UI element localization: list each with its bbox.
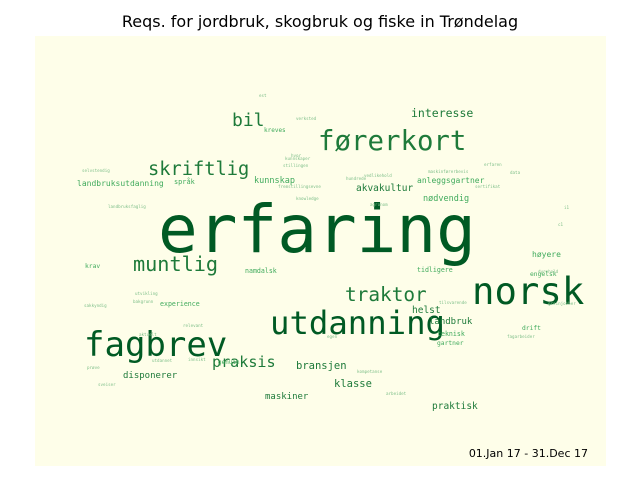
word-selvstendig: selvstendig bbox=[82, 168, 110, 173]
word-tilsvarende: tilsvarende bbox=[439, 300, 467, 305]
word-språk: språk bbox=[174, 177, 196, 186]
word-kunnskaper: kunnskaper bbox=[285, 156, 311, 161]
word-landbruksutdanning: landbruksutdanning bbox=[77, 179, 164, 188]
word-akvakultur: akvakultur bbox=[356, 183, 413, 194]
word-fagarbeider: fagarbeider bbox=[507, 334, 535, 339]
word-hvor: hvor bbox=[291, 153, 302, 158]
word-høyere: høyere bbox=[532, 250, 561, 259]
word-genuin: genuin bbox=[218, 359, 240, 366]
word-innsikt: innsikt bbox=[188, 357, 206, 362]
word-utvikling: utvikling bbox=[135, 291, 158, 296]
word-praksis: praksis bbox=[212, 353, 276, 371]
word-egen: egen bbox=[327, 334, 338, 339]
word-landbruk: landbruk bbox=[429, 317, 473, 327]
word-sveiser: sveiser bbox=[98, 382, 116, 387]
word-muntlig: muntlig bbox=[133, 252, 218, 276]
word-data: data bbox=[510, 170, 521, 175]
word-experience: experience bbox=[160, 300, 200, 308]
word-i1: i1 bbox=[564, 205, 570, 210]
word-utdannet: utdannet bbox=[152, 358, 173, 363]
word-teknisk: teknisk bbox=[437, 330, 465, 338]
word-fagbrev: fagbrev bbox=[84, 325, 227, 365]
word-aktuelt: aktuelt bbox=[139, 332, 157, 337]
word-anleggsgartner: anleggsgartner bbox=[417, 176, 485, 185]
word-erfaring: erfaring bbox=[158, 191, 476, 268]
word-interesse: interesse bbox=[411, 106, 473, 120]
word-disponerer: disponerer bbox=[123, 371, 178, 381]
word-agronom: agronom bbox=[370, 202, 388, 207]
word-namdalsk: namdalsk bbox=[245, 267, 277, 275]
word-kompetanse: kompetanse bbox=[357, 369, 383, 374]
word-førerkort: førerkort bbox=[318, 126, 466, 157]
word-stillingen: stillingen bbox=[283, 163, 309, 168]
word-drift: drift bbox=[522, 325, 541, 332]
word-tidligere: tidligere bbox=[417, 266, 453, 274]
word-utdanning: utdanning bbox=[270, 304, 445, 342]
word-verksted: verksted bbox=[296, 116, 317, 121]
word-norsk: norsk bbox=[472, 269, 584, 313]
word-praktisk: praktisk bbox=[432, 401, 478, 412]
word-kunnskap: kunnskap bbox=[254, 176, 295, 186]
word-c1: c1 bbox=[558, 222, 564, 227]
word-maskinførerbevis: maskinførerbevis bbox=[428, 169, 469, 174]
word-maskiner: maskiner bbox=[265, 392, 309, 402]
word-erfaren: erfaren bbox=[484, 162, 502, 167]
word-dyrehold: dyrehold bbox=[538, 269, 559, 274]
date-range-label: 01.Jan 17 - 31.Dec 17 bbox=[468, 447, 588, 460]
word-prøve: prøve bbox=[87, 365, 100, 370]
word-bransjen: bransjen bbox=[296, 360, 347, 372]
word-klasse: klasse bbox=[334, 378, 372, 390]
word-sakkyndig: sakkyndig bbox=[84, 303, 107, 308]
word-hundrede: hundrede bbox=[346, 176, 367, 181]
chart-title: Reqs. for jordbruk, skogbruk og fiske in… bbox=[121, 12, 519, 31]
word-relevant: relevant bbox=[183, 323, 204, 328]
word-vedlikehold: vedlikehold bbox=[364, 173, 392, 178]
word-sertifikat: sertifikat bbox=[475, 184, 501, 189]
word-helst: helst bbox=[412, 305, 441, 316]
word-fremstillingsevne: fremstillingsevne bbox=[278, 184, 321, 189]
word-greinjobber: greinjobber bbox=[548, 301, 576, 306]
word-gartner: gartner bbox=[437, 340, 464, 347]
word-engelsk: engelsk bbox=[530, 271, 557, 278]
word-bil: bil bbox=[232, 110, 265, 131]
word-skriftlig: skriftlig bbox=[148, 159, 249, 180]
word-est: est bbox=[259, 93, 267, 98]
word-knowledge: knowledge bbox=[296, 196, 319, 201]
cloud-background bbox=[35, 36, 606, 466]
word-arbeidet: arbeidet bbox=[386, 391, 407, 396]
word-krav: krav bbox=[85, 263, 100, 270]
word-kreves: kreves bbox=[264, 127, 286, 134]
word-bakgrunn: bakgrunn bbox=[133, 299, 154, 304]
word-landbruksfaglig: landbruksfaglig bbox=[108, 204, 146, 209]
word-nødvendig: nødvendig bbox=[423, 194, 469, 204]
word-traktor: traktor bbox=[345, 283, 427, 306]
